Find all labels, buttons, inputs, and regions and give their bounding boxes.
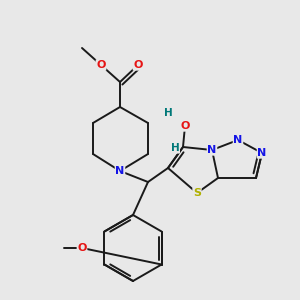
Text: H: H [164,108,172,118]
Text: N: N [116,166,124,176]
Text: N: N [207,145,217,155]
Text: N: N [257,148,267,158]
Text: H: H [171,143,179,153]
Text: S: S [193,188,201,198]
Text: N: N [233,135,243,145]
Text: O: O [133,60,143,70]
Text: O: O [96,60,106,70]
Text: O: O [77,243,87,253]
Text: O: O [180,121,190,131]
